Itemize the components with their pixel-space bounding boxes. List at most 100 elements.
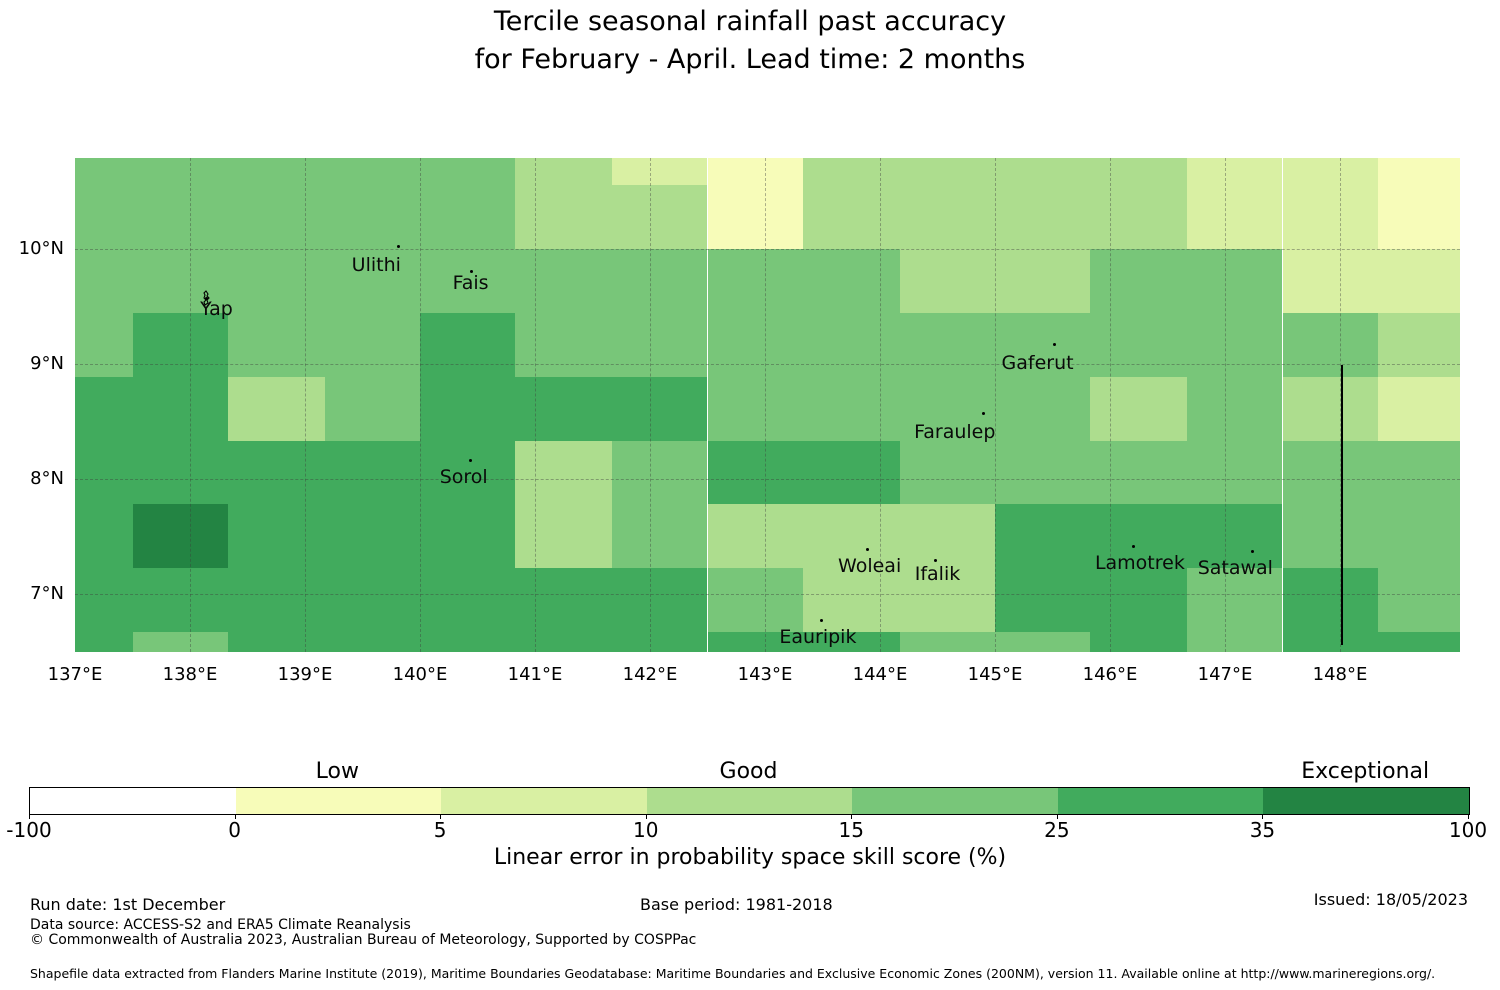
eez-boundary-line [1341,365,1344,645]
island-marker-dot [1251,549,1255,553]
longitude-gridline [1340,158,1341,652]
heatmap-cell [1090,632,1188,652]
heatmap-cell [612,185,708,249]
colorbar-segment [30,788,236,814]
heatmap-cell [515,504,613,569]
longitude-gridline [880,158,881,652]
heatmap-cell [420,568,516,633]
x-tick-label: 141°E [507,664,563,685]
heatmap-cell [75,568,133,633]
heatmap-cell [132,185,228,249]
heatmap-cell [707,504,803,569]
heatmap-cell [515,248,613,313]
colorbar-segment [1263,788,1469,814]
heatmap-cell [132,376,228,441]
heatmap-cell [802,185,900,249]
heatmap-cell [132,632,228,652]
colorbar-tick-mark [440,814,442,819]
heatmap-cell [612,158,708,186]
x-tick-label: 138°E [162,664,218,685]
heatmap-cell [612,376,708,441]
island-label: Lamotrek [1094,551,1185,574]
heatmap-cell [1282,312,1378,377]
island-label: Eauripik [779,625,857,648]
heatmap-cell [324,376,420,441]
heatmap-cell [1282,568,1378,633]
colorbar-tick-label: 15 [838,818,864,842]
heatmap-cell [132,158,228,186]
heatmap-cell [707,312,803,377]
heatmap-cell [899,312,995,377]
heatmap-cell [1282,185,1378,249]
x-tick-label: 146°E [1082,664,1138,685]
heatmap-cell [707,376,803,441]
heatmap-cell [995,185,1091,249]
colorbar-tick-label: 100 [1448,818,1488,842]
heatmap-cell [75,158,133,186]
y-tick-label: 10°N [18,237,64,259]
heatmap-cell [1187,185,1283,249]
heatmap-cell [1282,504,1378,569]
heatmap-cell [227,504,325,569]
island-marker-dot [1131,545,1135,549]
island-label: Ulithi [351,254,401,277]
x-tick-label: 144°E [852,664,908,685]
data-source-text: Data source: ACCESS-S2 and ERA5 Climate … [30,917,411,933]
base-period-text: Base period: 1981-2018 [640,895,833,914]
heatmap-cell [515,312,613,377]
heatmap-cell [1090,440,1188,505]
heatmap-cell [707,158,803,186]
heatmap-cell [707,248,803,313]
island-marker-dot [819,618,823,622]
heatmap-cell [899,568,995,633]
heatmap-cell [324,440,420,505]
heatmap-cell [995,504,1091,569]
longitude-gridline [535,158,536,652]
longitude-gridline [650,158,651,652]
colorbar-category-label: Exceptional [1301,759,1430,784]
island-marker-dot [982,411,985,415]
island-label: Fais [452,272,489,295]
heatmap-cell [707,440,803,505]
island-outline-icon [203,290,210,307]
heatmap-cell [227,185,325,249]
heatmap-cell [75,376,133,441]
heatmap-cell [324,504,420,569]
heatmap-cell [227,376,325,441]
heatmap-cell [995,568,1091,633]
heatmap-cell [75,504,133,569]
heatmap-cell [612,312,708,377]
longitude-gridline [1225,158,1226,652]
latitude-gridline [75,248,1460,250]
colorbar-title: Linear error in probability space skill … [493,845,1007,870]
colorbar-tick-mark [1056,814,1058,819]
heatmap-cell [1282,440,1378,505]
island-label: Faraulep [914,420,996,443]
heatmap-cell [1377,376,1460,441]
heatmap-cell [132,440,228,505]
longitude-gridline [190,158,191,652]
heatmap-cell [802,376,900,441]
heatmap-cell [1377,568,1460,633]
heatmap-cell [899,440,995,505]
heatmap-cell [75,185,133,249]
heatmap-cell [132,568,228,633]
x-tick-label: 142°E [622,664,678,685]
heatmap-cell [802,568,900,633]
y-tick-label: 9°N [30,352,64,374]
y-tick-label: 8°N [30,467,64,489]
heatmap-cell [227,568,325,633]
run-date-text: Run date: 1st December [30,895,226,914]
heatmap-cell [1090,248,1188,313]
x-tick-label: 139°E [277,664,333,685]
heatmap-cell [995,440,1091,505]
heatmap-cell [324,312,420,377]
colorbar-tick-label: -100 [6,818,52,842]
island-label: Yap [200,297,233,320]
heatmap-cell [227,158,325,186]
x-tick-label: 140°E [392,664,448,685]
copyright-text: © Commonwealth of Australia 2023, Austra… [30,932,697,948]
heatmap-cell [899,248,995,313]
heatmap-cell [1187,568,1283,633]
